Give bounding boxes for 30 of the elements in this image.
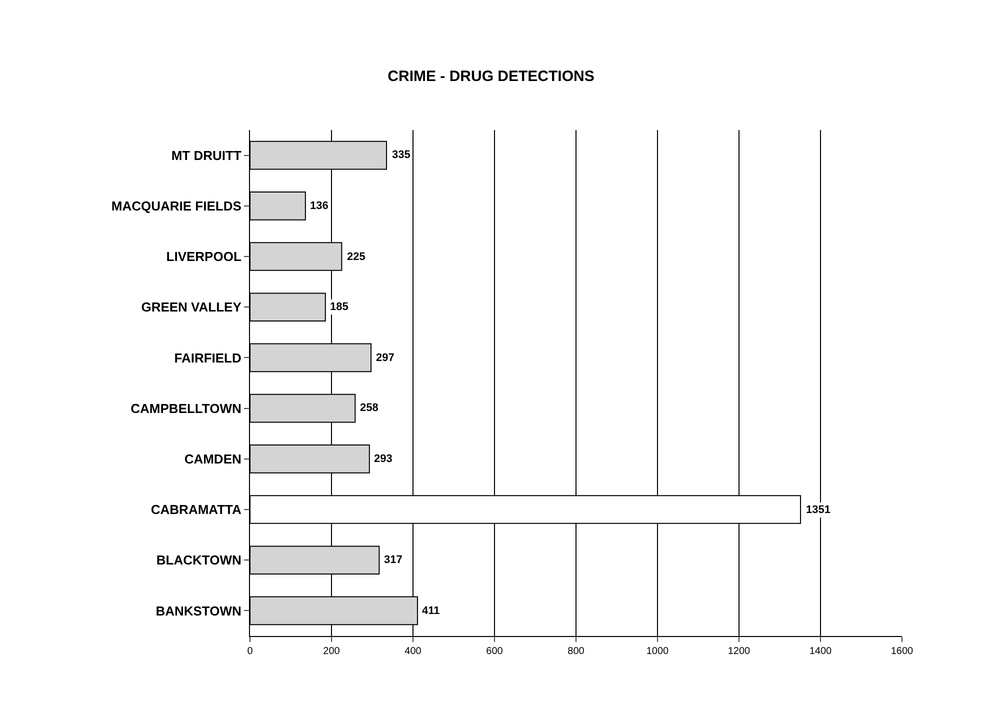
y-tick-label: CAMPBELLTOWN (130, 400, 242, 416)
data-label: 297 (376, 352, 394, 364)
x-tick-label: 600 (486, 646, 504, 657)
y-tick-label: FAIRFIELD (174, 350, 242, 366)
y-tick-label: MACQUARIE FIELDS (111, 198, 242, 214)
y-tick-label: MT DRUITT (171, 148, 242, 163)
data-label: 293 (374, 453, 392, 465)
x-tick-label: 400 (404, 646, 422, 657)
y-tick-label: CABRAMATTA (150, 502, 242, 518)
data-label: 411 (422, 605, 440, 617)
y-tick-label: GREEN VALLEY (141, 300, 242, 315)
data-label: 225 (347, 251, 366, 263)
y-tick-label: BANKSTOWN (156, 603, 242, 618)
data-label: 335 (392, 149, 410, 161)
chart-title: CRIME - DRUG DETECTIONS (388, 68, 594, 86)
data-label: 317 (384, 554, 402, 566)
x-tick-label: 1000 (646, 646, 670, 657)
data-label: 258 (360, 402, 378, 414)
y-tick-label: LIVERPOOL (166, 249, 242, 264)
x-tick-label: 1400 (809, 646, 832, 657)
data-label: 185 (330, 301, 348, 313)
y-tick-label: BLACKTOWN (156, 552, 242, 568)
x-tick-label: 800 (568, 646, 585, 657)
data-label: 1351 (806, 504, 830, 516)
data-label: 136 (310, 200, 328, 212)
x-tick-label: 1200 (728, 646, 751, 657)
x-tick-label: 0 (247, 646, 254, 657)
x-tick-label: 1600 (890, 646, 914, 657)
y-tick-label: CAMDEN (184, 451, 242, 466)
x-tick-label: 200 (323, 646, 340, 657)
